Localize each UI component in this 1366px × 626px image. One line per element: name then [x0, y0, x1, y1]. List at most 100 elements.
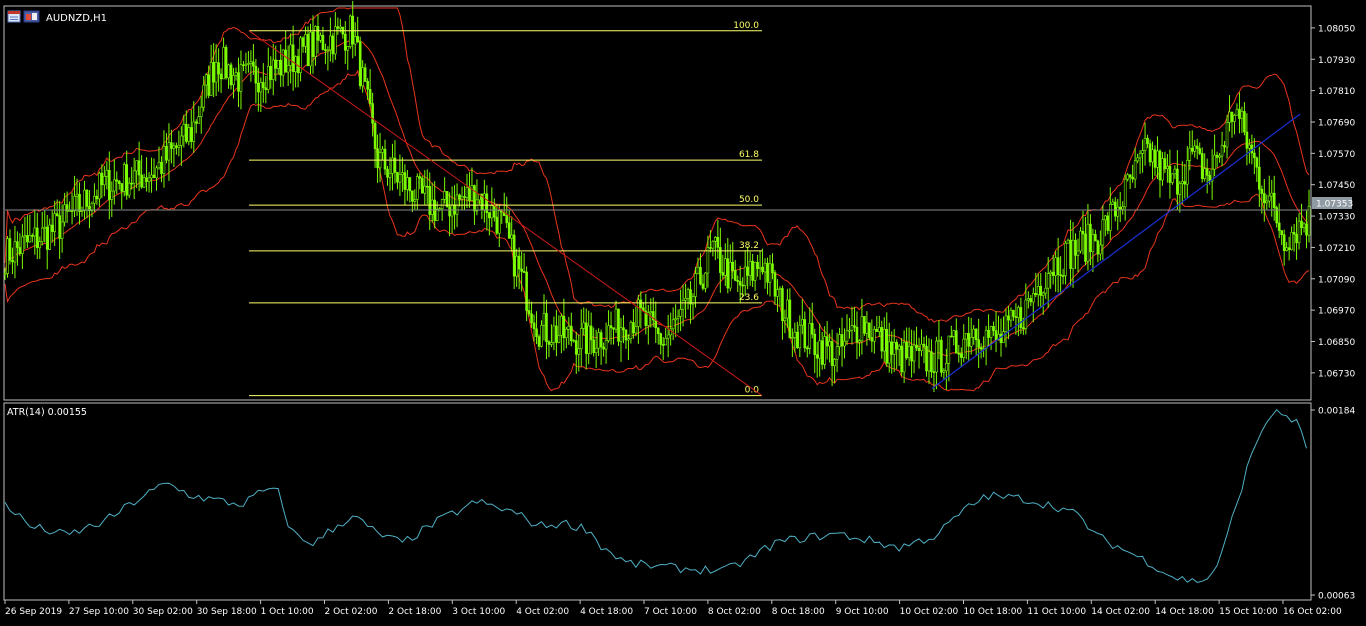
chart-settings-icon[interactable]: [23, 10, 40, 23]
candle-body: [137, 160, 141, 176]
candle-body: [567, 325, 571, 330]
candle-body: [329, 35, 332, 51]
candle-body: [637, 299, 640, 327]
candle-body: [458, 194, 461, 200]
candle-body: [1168, 166, 1172, 183]
candle-body: [1121, 206, 1125, 210]
candle-body: [1290, 232, 1293, 250]
price-axis[interactable]: 1.08050 1.07930 1.07810 1.07690 1.07570 1.074…: [1311, 24, 1355, 379]
candle-body: [100, 172, 104, 186]
candle-body: [863, 316, 866, 334]
candle-body: [793, 331, 797, 338]
candle-body: [366, 81, 369, 90]
candle-body: [1262, 193, 1266, 204]
chart-window-icon[interactable]: [7, 10, 21, 23]
candle-body: [83, 189, 86, 212]
candle-body: [1091, 234, 1095, 252]
candle-body: [473, 185, 476, 212]
candle-body: [858, 340, 861, 343]
candle-body: [485, 193, 489, 214]
candle-body: [6, 238, 9, 274]
fib-level-label: 50.0: [739, 195, 759, 205]
time-tick-label: 8 Oct 18:00: [772, 607, 825, 617]
candle-body: [311, 31, 315, 57]
candle-body: [907, 345, 911, 359]
candle-body: [629, 322, 633, 339]
candle-body: [73, 195, 76, 212]
candle-body: [130, 182, 133, 185]
candle-body: [1248, 144, 1251, 149]
atr-axis[interactable]: 0.00184 0.00063: [1311, 407, 1355, 602]
candle-body: [182, 123, 186, 137]
candle-body: [1079, 230, 1082, 252]
fibonacci-retracement[interactable]: 100.0 61.8 50.0 38.2 23.6 0.0: [249, 21, 762, 397]
candle-body: [1123, 178, 1127, 208]
candle-body: [696, 266, 700, 274]
candle-body: [103, 176, 106, 186]
candle-body: [617, 308, 620, 342]
candle-body: [1046, 273, 1050, 289]
candle-body: [1190, 147, 1194, 152]
candle-body: [927, 351, 931, 372]
candle-body: [1039, 286, 1043, 296]
candle-body: [418, 176, 422, 179]
candle-body: [264, 87, 268, 90]
candle-body: [281, 49, 285, 76]
time-tick-label: 15 Oct 10:00: [1219, 607, 1278, 617]
fib-level-label: 100.0: [733, 21, 759, 31]
candle-body: [232, 75, 235, 86]
candle-body: [1153, 149, 1157, 168]
candle-body: [937, 339, 941, 342]
candle-body: [589, 325, 593, 341]
candle-body: [167, 142, 171, 161]
candle-body: [597, 332, 600, 349]
candle-body: [820, 340, 824, 365]
candle-body: [1176, 168, 1179, 195]
candle-body: [321, 34, 325, 50]
candle-body: [1118, 206, 1122, 210]
candle-body: [53, 213, 56, 232]
candle-body: [520, 268, 523, 272]
candle-body: [1225, 122, 1229, 148]
candle-body: [257, 82, 260, 93]
candle-body: [189, 127, 193, 142]
candle-body: [224, 47, 228, 79]
candle-body: [572, 340, 576, 342]
candle-body: [401, 172, 404, 175]
candle-body: [1034, 293, 1038, 295]
time-axis[interactable]: 26 Sep 2019 27 Sep 10:00 30 Sep 02:00 30 Se…: [4, 600, 1342, 617]
candle-body: [1061, 275, 1065, 277]
candle-body: [1287, 247, 1291, 250]
candle-body: [647, 312, 650, 326]
candle-body: [1036, 286, 1040, 295]
candle-body: [1051, 271, 1055, 276]
candle-body: [411, 190, 414, 202]
candle-body: [155, 167, 158, 179]
price-tick-label: 1.07090: [1318, 275, 1355, 285]
candle-body: [1282, 234, 1286, 251]
candle-body: [634, 326, 638, 334]
candle-body: [239, 64, 243, 92]
candle-body: [758, 266, 762, 269]
candle-body: [1297, 220, 1301, 244]
time-tick-label: 7 Oct 10:00: [644, 607, 697, 617]
candle-body: [147, 177, 151, 182]
candle-body: [959, 353, 963, 358]
candle-body: [900, 345, 903, 373]
candle-body: [1163, 158, 1167, 170]
candle-body: [306, 34, 310, 67]
candle-body: [974, 328, 978, 341]
candle-body: [676, 315, 680, 319]
candle-body: [247, 63, 250, 65]
candlestick-series: [3, 0, 1311, 393]
candle-body: [1031, 293, 1035, 303]
trend-lines[interactable]: [248, 30, 1301, 397]
candle-body: [254, 65, 258, 84]
candle-body: [85, 189, 89, 207]
candle-body: [217, 62, 220, 75]
current-price-label: 1.07353: [1316, 200, 1353, 210]
candle-body: [1198, 148, 1202, 154]
candle-body: [343, 33, 347, 51]
